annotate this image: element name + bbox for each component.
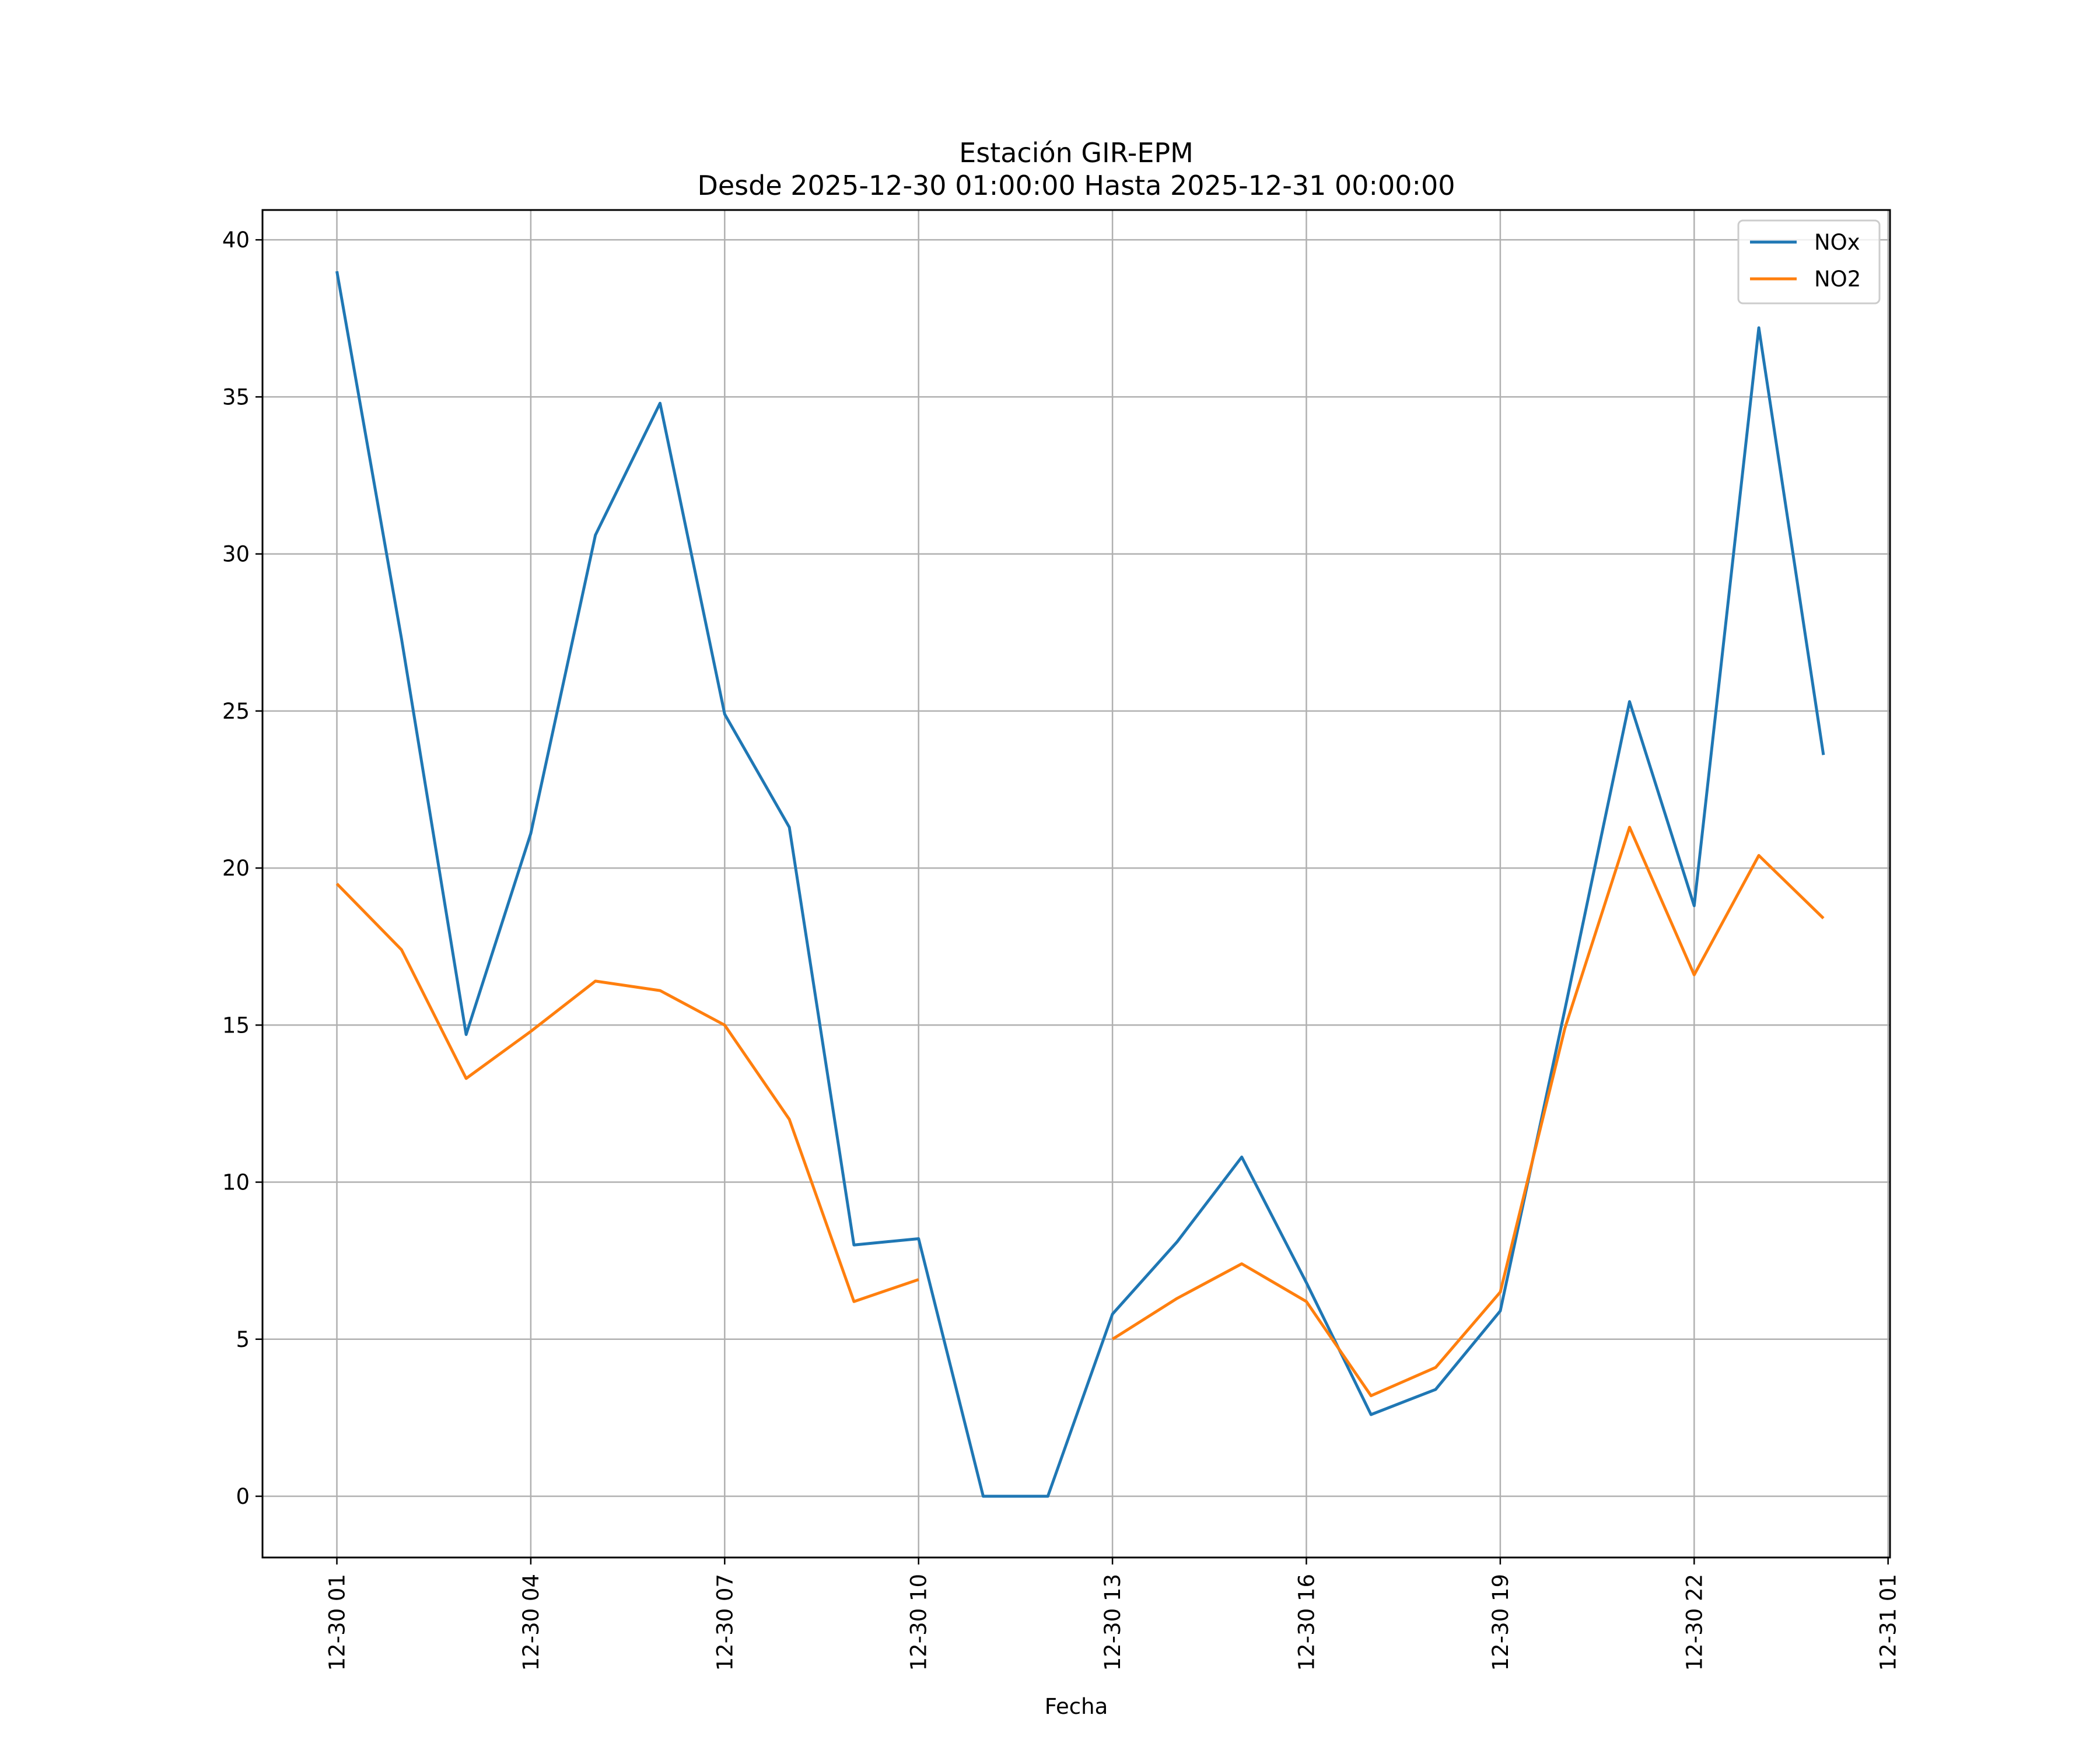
y-tick-label: 10 [222,1170,250,1195]
x-axis-label: Fecha [1045,1694,1108,1719]
series-line-nox [335,271,1825,1498]
plot-frame [261,209,1891,1559]
x-tick-label: 12-30 19 [1488,1574,1513,1671]
x-tick-label: 12-30 01 [325,1574,350,1671]
x-tick-label: 12-30 07 [712,1574,737,1671]
y-tick-label: 35 [222,384,250,410]
y-tick-label: 20 [222,856,250,881]
x-tick-label: 12-30 10 [907,1574,932,1671]
y-tick-label: 5 [236,1327,250,1352]
x-tick-label: 12-30 13 [1100,1574,1125,1671]
series-line-no2 [335,825,1825,1398]
legend-label-nox: NOx [1814,230,1860,255]
x-tick-label: 12-31 01 [1876,1574,1901,1671]
chart-title: Estación GIR-EPM [959,137,1194,169]
x-tick-label: 12-30 04 [519,1574,544,1671]
series-lines [335,271,1825,1498]
x-tick-label: 12-30 16 [1294,1574,1320,1671]
y-tick-label: 30 [222,542,250,567]
x-tick-label: 12-30 22 [1682,1574,1707,1671]
y-axis: 0 5 10 15 20 25 30 35 40 [222,228,262,1509]
legend: NOx NO2 [1737,219,1881,304]
y-tick-label: 40 [222,228,250,253]
chart-subtitle: Desde 2025-12-30 01:00:00 Hasta 2025-12-… [697,170,1455,201]
legend-label-no2: NO2 [1814,267,1861,292]
y-tick-label: 15 [222,1013,250,1038]
y-tick-label: 25 [222,699,250,724]
y-tick-label: 0 [236,1484,250,1509]
x-axis: 12-30 01 12-30 04 12-30 07 12-30 10 12-30 13… [325,1558,1901,1671]
